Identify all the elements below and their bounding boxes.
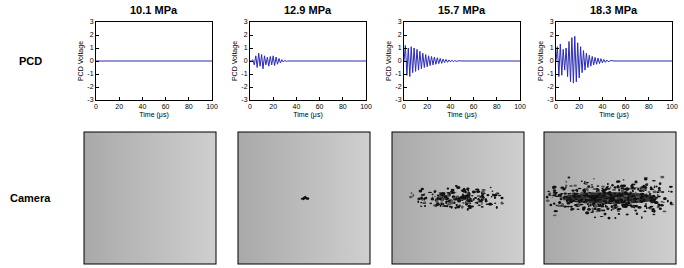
svg-text:40: 40 [599, 103, 607, 110]
svg-text:60: 60 [162, 103, 170, 110]
svg-text:-3: -3 [547, 96, 553, 103]
svg-text:3: 3 [90, 18, 94, 25]
svg-text:80: 80 [185, 103, 193, 110]
svg-text:0: 0 [554, 103, 558, 110]
svg-text:-3: -3 [241, 96, 247, 103]
svg-text:60: 60 [316, 103, 324, 110]
svg-text:-3: -3 [87, 96, 93, 103]
svg-text:0: 0 [402, 103, 406, 110]
svg-text:-1: -1 [547, 70, 553, 77]
svg-text:80: 80 [339, 103, 347, 110]
svg-text:2: 2 [244, 31, 248, 38]
svg-text:10.1 MPa: 10.1 MPa [130, 4, 178, 16]
svg-text:-2: -2 [87, 83, 93, 90]
svg-text:1: 1 [244, 44, 248, 51]
svg-text:-2: -2 [241, 83, 247, 90]
svg-text:PCD Voltage: PCD Voltage [77, 41, 85, 81]
svg-text:40: 40 [447, 103, 455, 110]
svg-text:0: 0 [550, 57, 554, 64]
svg-text:12.9 MPa: 12.9 MPa [284, 4, 332, 16]
svg-text:20: 20 [115, 103, 123, 110]
svg-text:Camera: Camera [10, 192, 51, 204]
svg-text:-2: -2 [395, 83, 401, 90]
svg-text:Time (μs): Time (μs) [139, 111, 168, 119]
svg-text:Time (μs): Time (μs) [447, 111, 476, 119]
svg-text:-2: -2 [547, 83, 553, 90]
svg-text:PCD Voltage: PCD Voltage [385, 41, 393, 81]
svg-text:100: 100 [206, 103, 218, 110]
svg-text:40: 40 [139, 103, 147, 110]
svg-text:2: 2 [398, 31, 402, 38]
svg-text:3: 3 [398, 18, 402, 25]
svg-text:PCD Voltage: PCD Voltage [537, 41, 545, 81]
svg-text:1: 1 [398, 44, 402, 51]
svg-text:1: 1 [550, 44, 554, 51]
svg-text:20: 20 [269, 103, 277, 110]
svg-text:0: 0 [94, 103, 98, 110]
svg-text:0: 0 [248, 103, 252, 110]
svg-text:-3: -3 [395, 96, 401, 103]
svg-text:PCD: PCD [19, 55, 42, 67]
svg-text:80: 80 [493, 103, 501, 110]
svg-text:60: 60 [622, 103, 630, 110]
svg-text:2: 2 [90, 31, 94, 38]
svg-text:1: 1 [90, 44, 94, 51]
svg-text:60: 60 [470, 103, 478, 110]
svg-text:3: 3 [550, 18, 554, 25]
svg-text:3: 3 [244, 18, 248, 25]
svg-text:0: 0 [90, 57, 94, 64]
svg-text:-1: -1 [241, 70, 247, 77]
svg-text:-1: -1 [87, 70, 93, 77]
svg-text:18.3 MPa: 18.3 MPa [590, 4, 638, 16]
svg-text:100: 100 [360, 103, 372, 110]
svg-text:80: 80 [645, 103, 653, 110]
svg-text:Time (μs): Time (μs) [599, 111, 628, 119]
svg-text:100: 100 [514, 103, 526, 110]
svg-text:Time (μs): Time (μs) [293, 111, 322, 119]
svg-text:20: 20 [423, 103, 431, 110]
svg-text:15.7 MPa: 15.7 MPa [438, 4, 486, 16]
svg-text:20: 20 [575, 103, 583, 110]
svg-text:0: 0 [244, 57, 248, 64]
svg-text:2: 2 [550, 31, 554, 38]
svg-text:100: 100 [666, 103, 678, 110]
svg-text:0: 0 [398, 57, 402, 64]
svg-text:-1: -1 [395, 70, 401, 77]
svg-text:PCD Voltage: PCD Voltage [231, 41, 239, 81]
svg-text:40: 40 [293, 103, 301, 110]
